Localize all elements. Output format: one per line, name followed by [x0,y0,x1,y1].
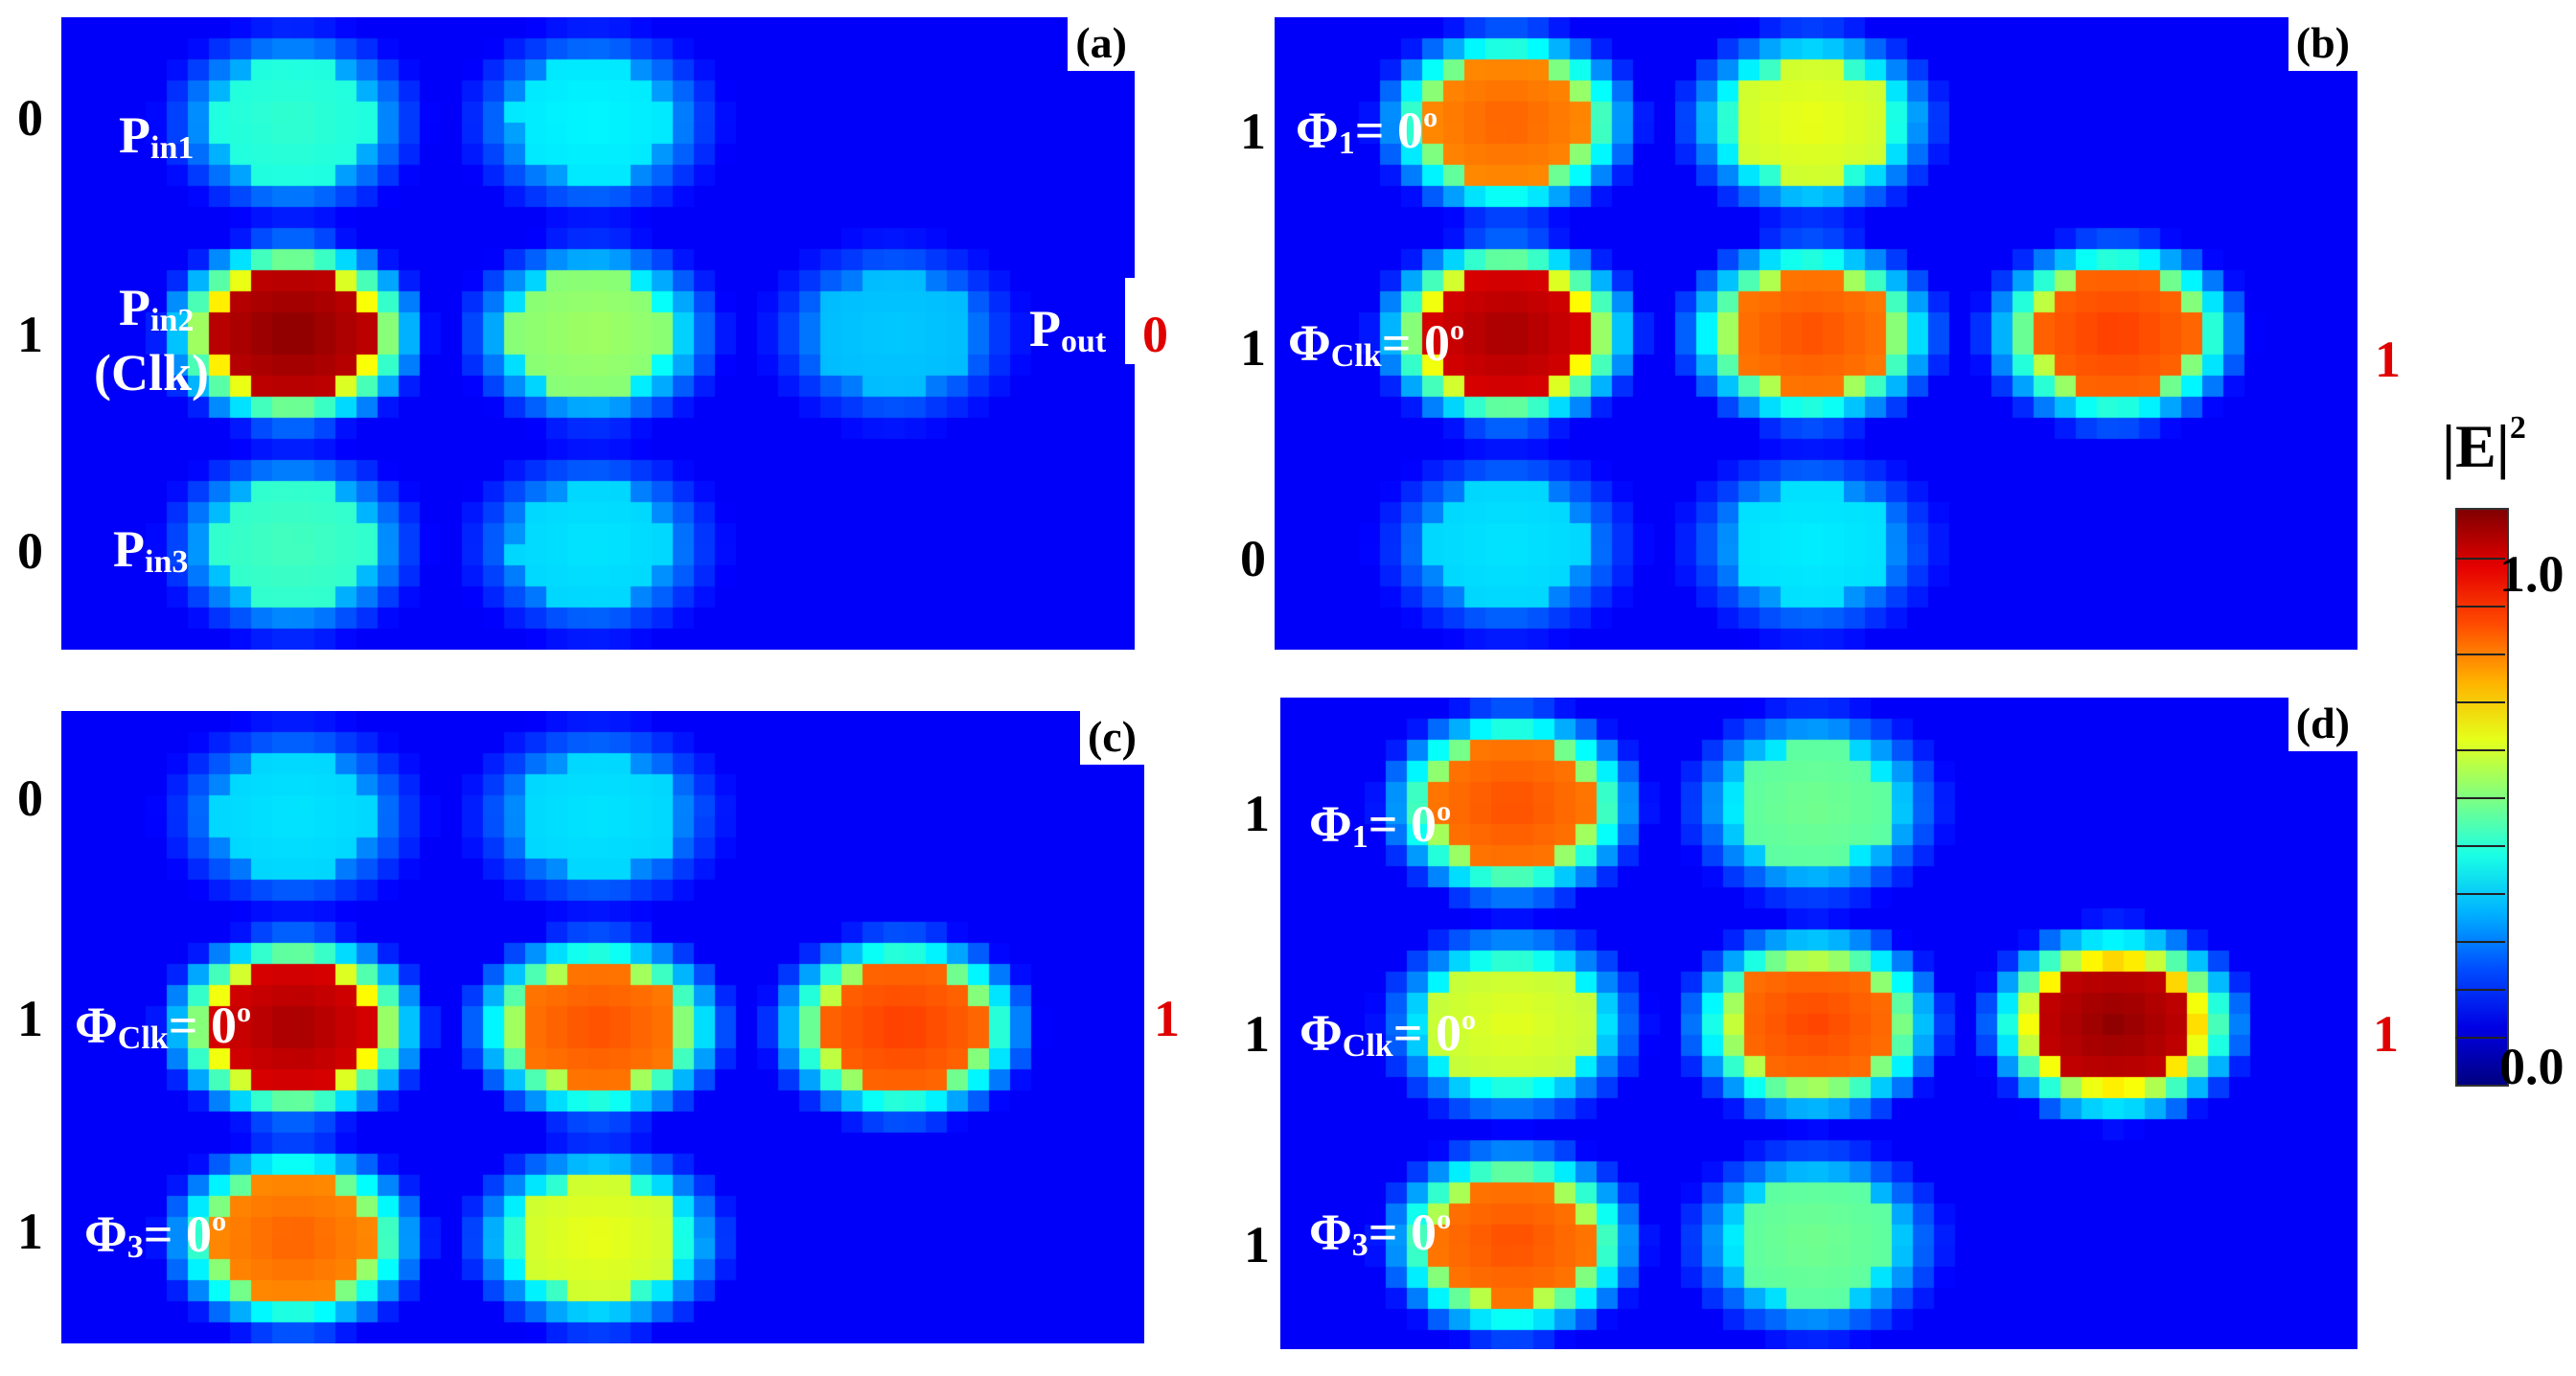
phase-label-3: Φ3= 0o [1309,1204,1452,1263]
panel-label: (b) [2288,17,2358,71]
port-label-in2: Pin2 [119,279,195,338]
port-label-out: Pout [1029,300,1107,359]
panel-a: (a) Pin1 Pin2 (Clk) Pin3 Pout [61,17,1135,650]
field-map-a [61,17,1135,650]
colorbar-tick [2455,1037,2505,1039]
colorbar-tick [2455,606,2505,608]
input-value-d3: 1 [1244,1216,1270,1273]
input-value-a2: 1 [17,306,43,363]
panel-label: (d) [2288,698,2358,751]
colorbar-tick [2455,989,2505,991]
colorbar-max-label: 1.0 [2499,545,2564,603]
colorbar-tick [2455,654,2505,655]
input-value-c1: 0 [17,769,43,827]
output-value-c: 1 [1154,990,1180,1047]
output-value-d: 1 [2373,1005,2399,1063]
field-map-d [1280,698,2358,1349]
colorbar-min-label: 0.0 [2499,1038,2564,1095]
colorbar-tick [2455,701,2505,703]
output-value-b: 1 [2375,331,2401,388]
phase-label-clk: ΦClk= 0o [1288,314,1464,374]
colorbar-tick [2455,893,2505,895]
phase-label-1: Φ1= 0o [1296,102,1438,161]
panel-b: (b) Φ1= 0o ΦClk= 0o [1275,17,2358,650]
colorbar-tick [2455,558,2505,560]
port-label-in1: Pin1 [119,106,195,166]
panel-label: (a) [1068,17,1135,71]
phase-label-clk: ΦClk= 0o [75,997,251,1056]
colorbar-tick [2455,749,2505,751]
input-value-a1: 0 [17,89,43,147]
panel-c: (c) ΦClk= 0o Φ3= 0o [61,711,1144,1343]
panel-label: (c) [1079,711,1144,765]
input-value-b3: 0 [1240,530,1266,587]
input-value-a3: 0 [17,522,43,580]
colorbar-tick [2455,941,2505,943]
input-value-d2: 1 [1244,1005,1270,1063]
phase-label-1: Φ1= 0o [1309,795,1452,855]
colorbar-tick [2455,845,2505,847]
input-value-b1: 1 [1240,103,1266,160]
input-value-c3: 1 [17,1203,43,1260]
field-map-c [61,711,1144,1343]
input-value-b2: 1 [1240,319,1266,377]
output-value-a: 0 [1142,306,1168,363]
field-map-b [1275,17,2358,650]
output-gap [1125,278,1152,364]
input-value-c2: 1 [17,990,43,1047]
colorbar-title: |E|2 [2442,410,2526,480]
clock-label: (Clk) [94,344,209,401]
phase-label-3: Φ3= 0o [84,1205,227,1265]
port-label-in3: Pin3 [113,520,189,580]
input-value-d1: 1 [1244,785,1270,842]
phase-label-clk: ΦClk= 0o [1300,1004,1476,1064]
colorbar-tick [2455,797,2505,799]
panel-d: (d) Φ1= 0o ΦClk= 0o Φ3= 0o [1280,698,2358,1349]
